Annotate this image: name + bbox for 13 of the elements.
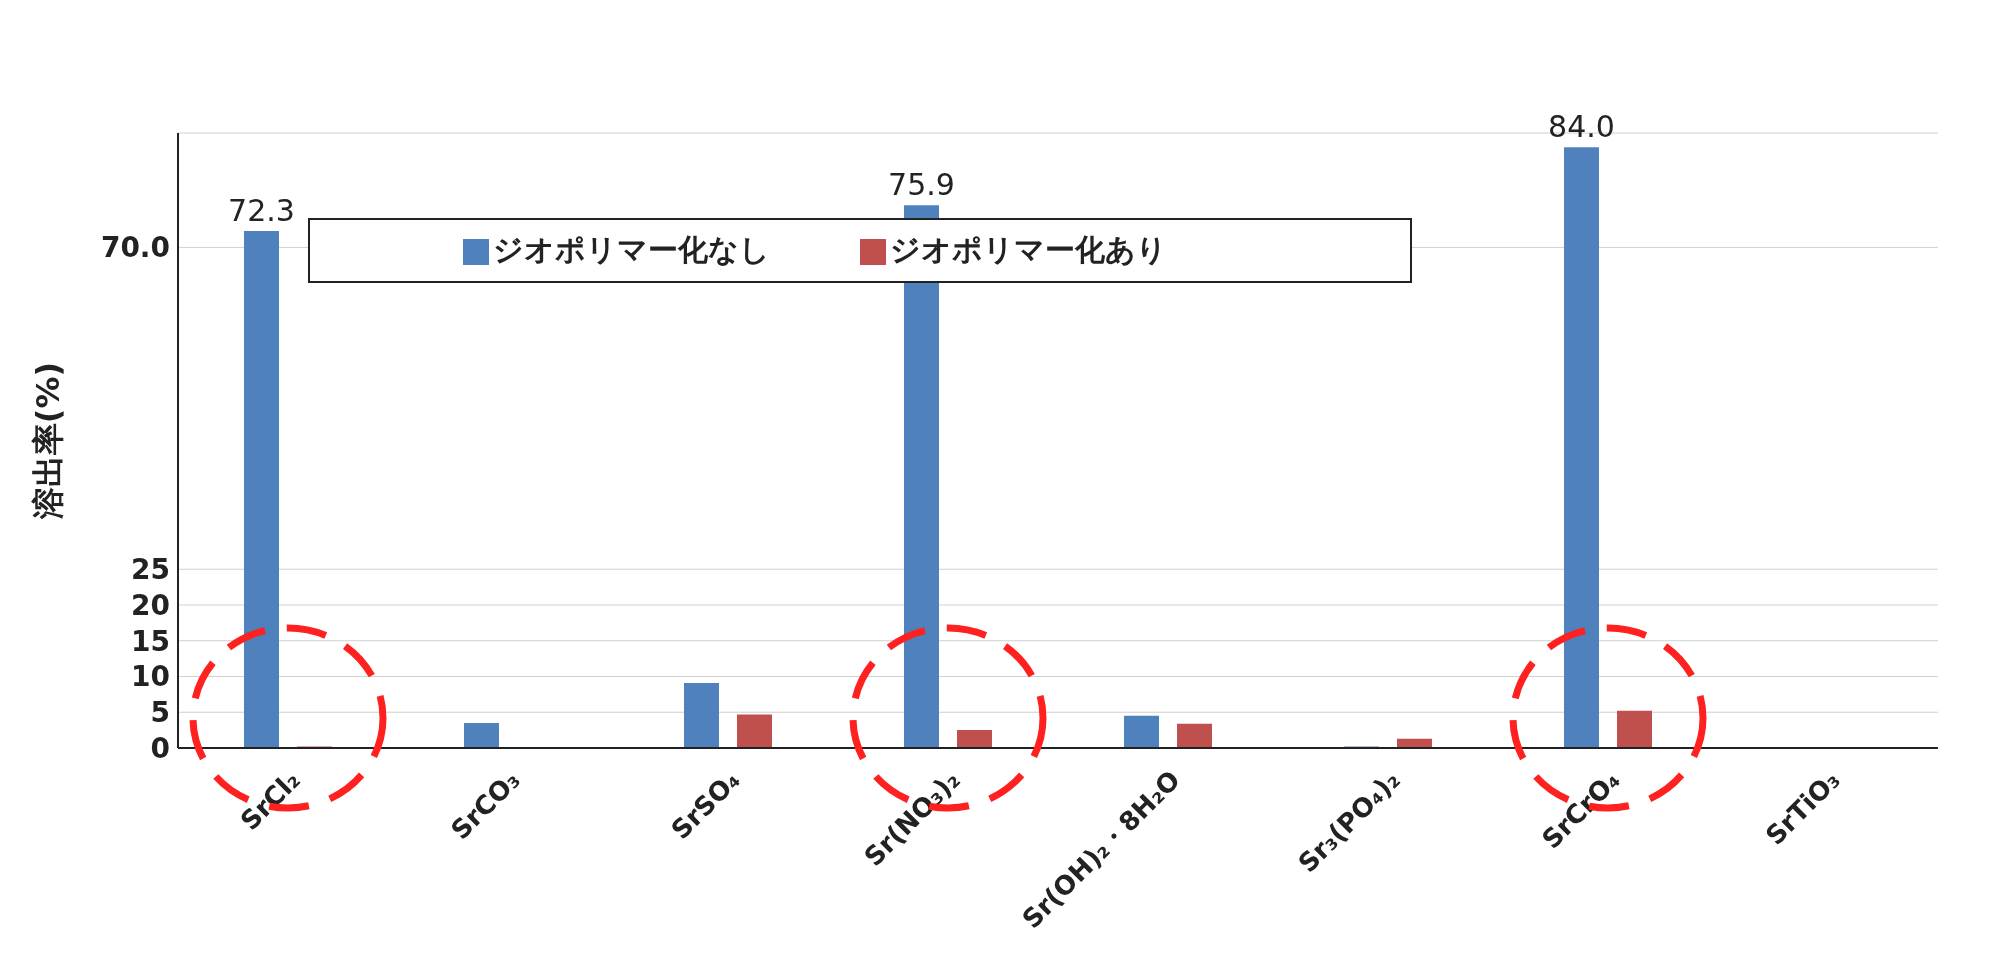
- y-tick-label: 15: [131, 624, 170, 658]
- y-tick-label: 25: [131, 553, 170, 587]
- y-tick-label: 5: [150, 696, 170, 730]
- data-label: 84.0: [1548, 109, 1615, 145]
- data-label: 72.3: [228, 192, 295, 228]
- y-tick-label: 0: [150, 731, 170, 765]
- y-axis-title: 溶出率(%): [29, 361, 68, 521]
- y-tick-label: 10: [131, 660, 170, 694]
- y-tick-label: 70.0: [100, 231, 170, 265]
- y-tick-label: 20: [131, 588, 170, 622]
- data-label: 75.9: [888, 167, 955, 203]
- legend-label: ジオポリマー化なし: [493, 232, 770, 267]
- legend-label: ジオポリマー化あり: [890, 232, 1167, 267]
